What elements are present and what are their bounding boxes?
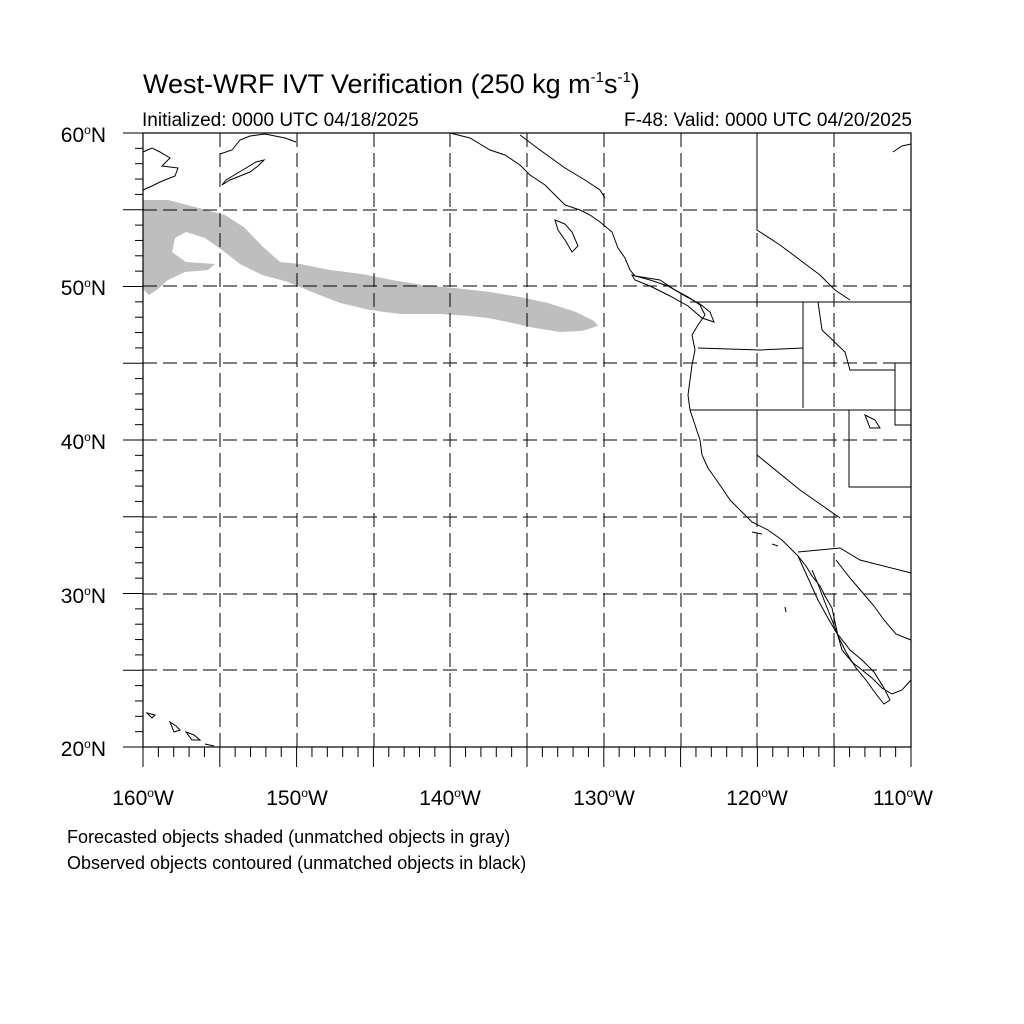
initialized-time: Initialized: 0000 UTC 04/18/2025 — [142, 110, 419, 131]
gulf-of-california-east — [835, 559, 912, 641]
vancouver-island — [630, 274, 715, 323]
lat-label-50: 50oN — [61, 276, 106, 300]
hawaii-islands — [145, 712, 215, 747]
axis-tick-marks — [123, 132, 912, 767]
gridlines — [143, 133, 911, 747]
lat-label-20: 20oN — [61, 737, 106, 761]
great-salt-lake — [864, 413, 881, 429]
lon-label-110w: 110oW — [873, 786, 933, 810]
lat-label-30: 30oN — [61, 584, 106, 608]
coastlines-and-borders — [142, 132, 912, 747]
canada-interior-river — [756, 133, 851, 301]
figure-title: West-WRF IVT Verification (250 kg m-1s-1… — [143, 69, 640, 99]
map-frame — [142, 132, 912, 748]
haida-gwaii — [554, 219, 579, 253]
lon-label-140w: 140oW — [419, 786, 481, 810]
latitude-axis-labels: 60oN 50oN 40oN 30oN 20oN — [61, 123, 106, 761]
lat-label-60: 60oN — [61, 123, 106, 147]
alaska-islands — [221, 159, 266, 186]
lon-label-120w: 120oW — [726, 786, 788, 810]
longitude-axis-labels: 160oW 150oW 140oW 130oW 120oW 110oW — [112, 786, 933, 810]
hudson-bay-edge — [892, 143, 912, 153]
footnote-forecast: Forecasted objects shaded (unmatched obj… — [67, 827, 511, 847]
lat-label-40: 40oN — [61, 430, 106, 454]
alaska-peninsula-coast — [219, 133, 297, 155]
washington-oregon-border — [697, 347, 804, 351]
montana-wyoming-border — [894, 362, 912, 426]
lon-label-130w: 130oW — [573, 786, 635, 810]
lon-label-160w: 160oW — [112, 786, 174, 810]
nevada-arizona-border — [848, 410, 911, 488]
valid-time: F-48: Valid: 0000 UTC 04/20/2025 — [624, 110, 912, 131]
us-mexico-border — [797, 547, 912, 574]
canada-coast-inner — [519, 134, 606, 199]
forecast-object-unmatched — [143, 200, 598, 332]
footnote-observed: Observed objects contoured (unmatched ob… — [67, 853, 527, 873]
lon-label-150w: 150oW — [266, 786, 328, 810]
baja-california — [797, 555, 891, 705]
alaska-coast — [142, 147, 179, 191]
california-nevada-border — [756, 410, 841, 519]
forecast-ivt-objects — [143, 200, 598, 332]
idaho-east-border — [817, 301, 895, 371]
